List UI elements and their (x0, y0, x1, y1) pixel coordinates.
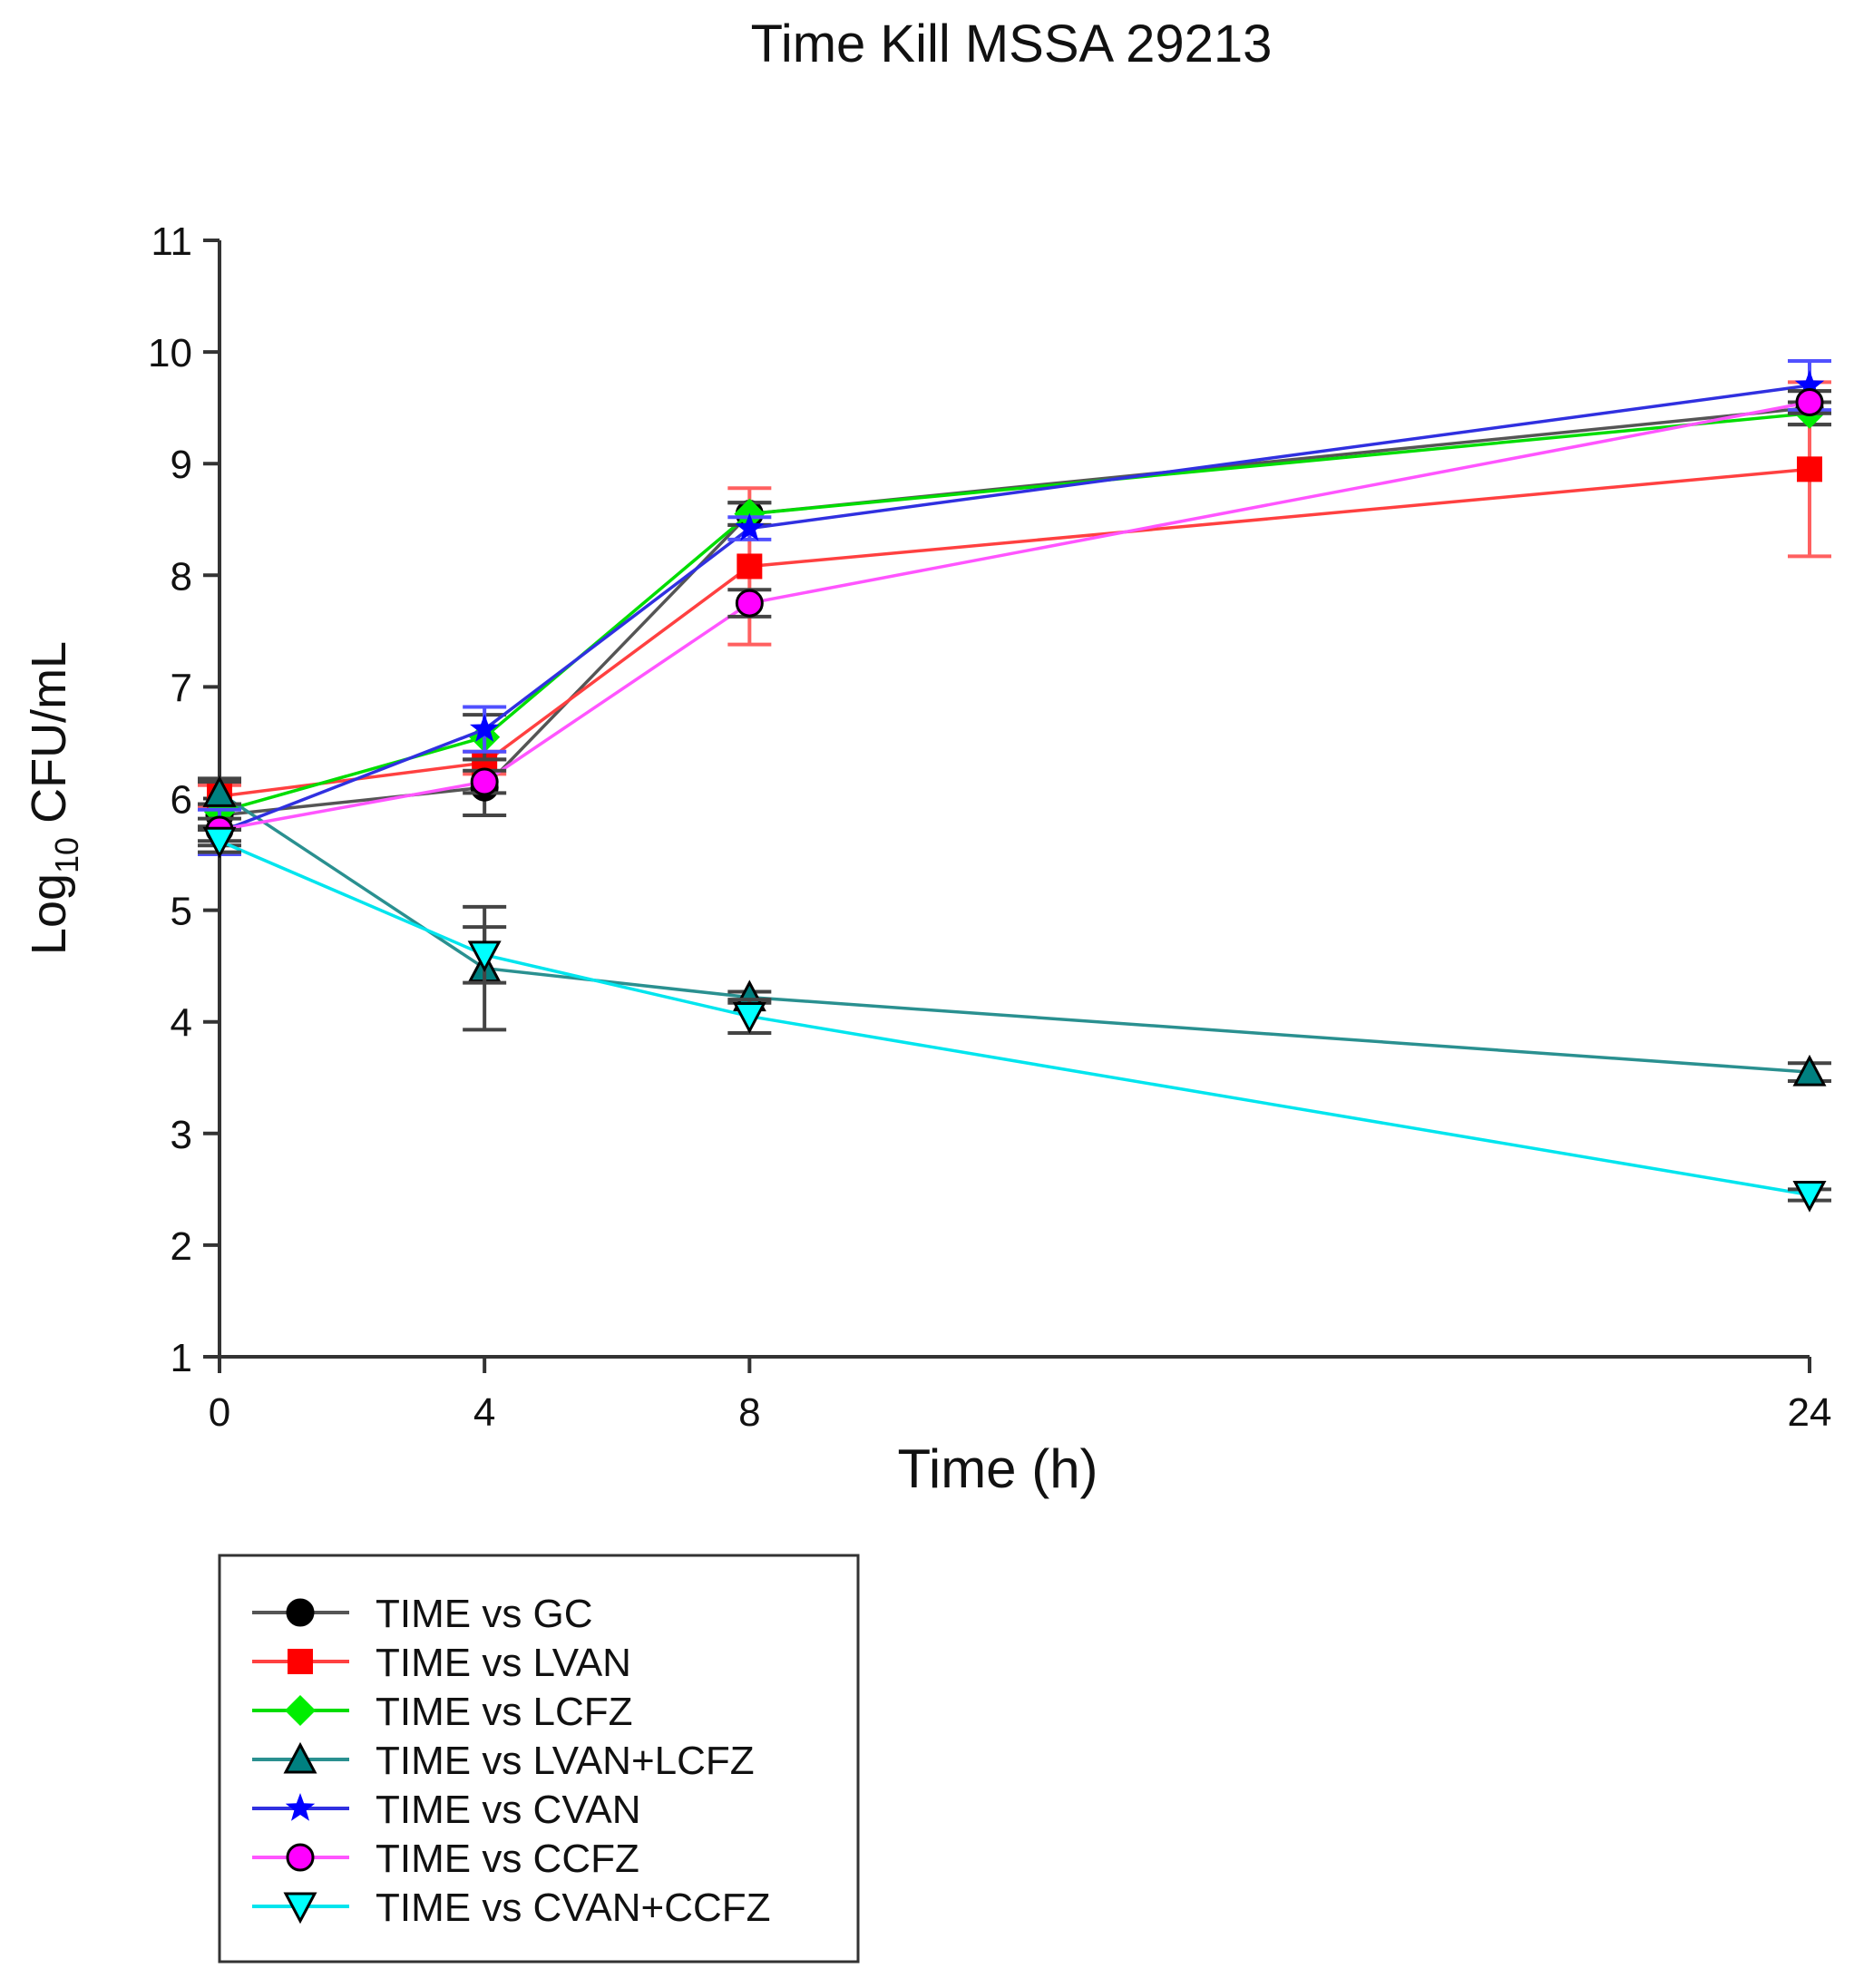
y-tick-label: 4 (171, 1001, 192, 1046)
data-point (470, 714, 500, 742)
series-line (219, 405, 1810, 817)
y-tick-label: 1 (171, 1336, 192, 1380)
series-line (219, 467, 1810, 798)
y-tick-label: 8 (171, 554, 192, 599)
legend-marker (286, 1598, 315, 1627)
legend-marker (283, 1892, 317, 1925)
legend-label: TIME vs CCFZ (376, 1837, 639, 1881)
legend-marker (288, 1649, 313, 1674)
legend-item: TIME vs CVAN (252, 1788, 641, 1832)
series-line (219, 839, 1810, 1197)
legend-marker (286, 1843, 315, 1872)
legend-label: TIME vs CVAN+CCFZ (376, 1886, 771, 1930)
legend-label: TIME vs LVAN+LCFZ (376, 1739, 755, 1783)
series-line (219, 412, 1810, 814)
y-tick-label: 3 (171, 1113, 192, 1157)
legend-item: TIME vs LVAN (252, 1641, 631, 1685)
legend-item: TIME vs LCFZ (252, 1690, 633, 1734)
y-tick-label: 5 (171, 890, 192, 934)
y-tick-label: 9 (171, 443, 192, 487)
legend-label: TIME vs CVAN (376, 1788, 641, 1832)
series-2 (198, 397, 1831, 848)
series-line (219, 791, 1810, 1074)
legend-marker (285, 1793, 316, 1821)
series-line (219, 400, 1810, 832)
legend-item: TIME vs CVAN+CCFZ (252, 1886, 771, 1930)
series-5 (198, 387, 1831, 844)
series-0 (198, 389, 1831, 830)
chart-title: Time Kill MSSA 29213 (751, 15, 1273, 73)
x-axis-label: Time (h) (897, 1438, 1098, 1499)
legend-item: TIME vs CCFZ (252, 1837, 639, 1881)
series-4 (198, 358, 1831, 857)
data-point (1795, 387, 1824, 416)
legend-label: TIME vs LVAN (376, 1641, 631, 1685)
data-point (732, 1002, 766, 1034)
y-tick-label: 10 (148, 331, 192, 375)
data-point (1792, 1181, 1827, 1213)
y-tick-label: 6 (171, 778, 192, 823)
y-tick-label: 2 (171, 1224, 192, 1269)
series-6 (198, 826, 1831, 1213)
data-point (735, 512, 765, 541)
x-tick-label: 24 (1788, 1390, 1832, 1435)
x-tick-label: 0 (209, 1390, 230, 1435)
series-line (219, 384, 1810, 834)
data-point (737, 553, 763, 580)
data-point (202, 826, 237, 859)
data-point (1797, 456, 1822, 482)
y-tick-label: 11 (151, 219, 192, 264)
legend-marker (283, 1741, 317, 1774)
series-3 (198, 775, 1831, 1087)
legend-marker (285, 1695, 316, 1726)
x-tick-label: 4 (473, 1390, 495, 1435)
data-point (470, 767, 499, 796)
data-point (467, 940, 502, 973)
legend-label: TIME vs GC (376, 1592, 593, 1636)
y-tick-label: 7 (171, 666, 192, 710)
data-point (735, 589, 764, 618)
legend-item: TIME vs LVAN+LCFZ (252, 1739, 755, 1783)
legend-item: TIME vs GC (252, 1592, 593, 1636)
data-point (202, 775, 237, 807)
legend-label: TIME vs LCFZ (376, 1690, 633, 1734)
x-tick-label: 8 (738, 1390, 760, 1435)
y-axis-label: Log10 CFU/mL (22, 641, 85, 955)
data-point (1794, 370, 1825, 398)
data-point (1792, 1054, 1827, 1087)
